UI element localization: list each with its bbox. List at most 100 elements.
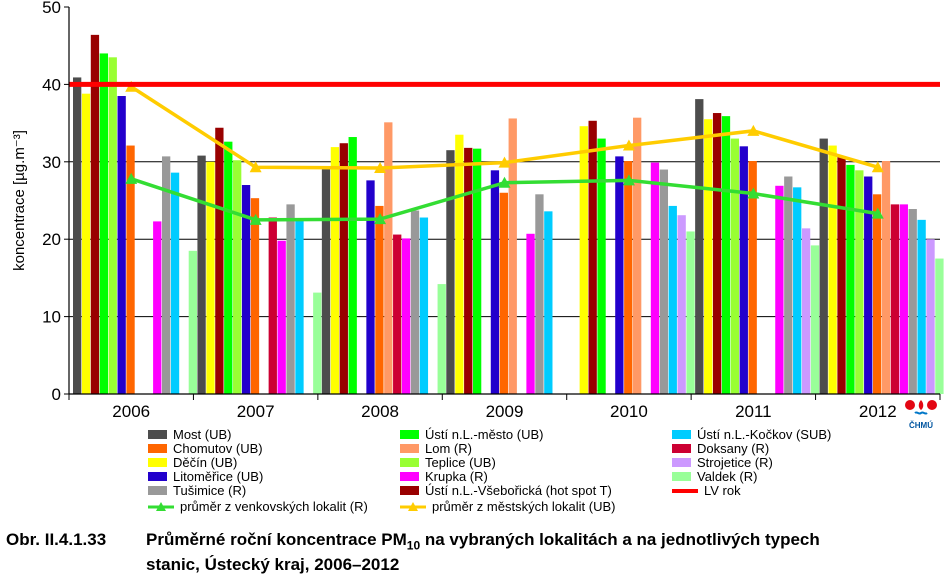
bar (935, 258, 944, 394)
x-tick-label: 2008 (361, 402, 399, 421)
bar (215, 127, 224, 394)
bar (384, 122, 393, 395)
bar (677, 215, 686, 394)
bar (748, 161, 757, 394)
y-tick-label: 10 (42, 308, 61, 327)
bar (615, 156, 624, 394)
series-marker (871, 207, 884, 219)
bar (579, 126, 588, 395)
bar (828, 145, 837, 394)
bar (730, 138, 740, 394)
bar (490, 170, 500, 394)
series-marker (498, 156, 511, 168)
bar (295, 219, 304, 394)
bar (455, 134, 464, 394)
bar (446, 150, 455, 394)
series-line (130, 85, 879, 170)
y-tick-label: 50 (42, 0, 61, 17)
bar (410, 210, 420, 394)
y-tick-label: 30 (42, 153, 61, 172)
bar (908, 209, 917, 394)
bar (170, 172, 180, 394)
series-marker (622, 139, 635, 151)
bar (499, 192, 508, 394)
series-marker (747, 124, 760, 136)
bar (321, 167, 331, 394)
bar (508, 118, 517, 395)
series-marker (249, 213, 262, 225)
bar (864, 176, 873, 394)
series-marker (747, 187, 760, 199)
y-tick-label: 0 (52, 385, 61, 404)
bar (633, 117, 642, 394)
bar (846, 164, 855, 394)
bar (890, 204, 900, 394)
bar (286, 204, 295, 394)
series-marker (374, 161, 387, 173)
series-marker (498, 176, 511, 188)
x-tick-label: 2007 (237, 402, 275, 421)
bar (872, 194, 882, 394)
series-marker (871, 161, 884, 173)
bar (81, 93, 91, 395)
figure-caption: Obr. II.4.1.33 Průměrné roční koncentrace… (6, 530, 820, 575)
bar (206, 161, 215, 394)
y-axis-label: koncentrace [µg.m⁻³] (11, 130, 28, 271)
bar (597, 138, 606, 394)
bar (99, 53, 108, 394)
bar (330, 147, 340, 394)
bar (188, 250, 197, 394)
bar (659, 169, 669, 394)
bar (393, 234, 402, 394)
series-marker (622, 174, 635, 186)
bar (686, 231, 695, 394)
bar (197, 155, 206, 394)
bar (801, 228, 811, 394)
bar (90, 34, 100, 394)
caption-text-3: stanic, Ústecký kraj, 2006–2012 (146, 555, 400, 575)
y-tick-label: 20 (42, 230, 61, 249)
bar (117, 96, 126, 394)
bar (624, 161, 633, 394)
bar (588, 120, 597, 394)
bar (775, 185, 784, 394)
bar (313, 292, 322, 394)
chart: 0 10 20 30 40 50 2006 2007 2008 2009 2010 2011 2012 k… (11, 0, 944, 421)
bar (437, 284, 446, 394)
caption-text-1: Průměrné roční koncentrace PM (146, 530, 407, 549)
chmu-logo: ČHMÚ (904, 398, 938, 432)
bar (464, 147, 473, 394)
series-marker (125, 172, 138, 184)
bar (73, 77, 82, 395)
y-tick-label: 40 (42, 75, 61, 94)
bar (712, 113, 722, 395)
bar (233, 160, 242, 394)
x-tick-label: 2010 (610, 402, 648, 421)
x-tick-label: 2009 (486, 402, 524, 421)
bar (784, 176, 793, 394)
bar (153, 221, 162, 394)
bar (544, 211, 553, 394)
bar (375, 205, 384, 394)
caption-text-2: na vybraných lokalitách a na jednotlivýc… (420, 530, 820, 549)
bar (819, 138, 828, 394)
bar (162, 156, 171, 394)
bar (837, 156, 846, 394)
svg-text:ČHMÚ: ČHMÚ (909, 421, 933, 430)
x-tick-label: 2012 (859, 402, 897, 421)
bar (739, 146, 748, 394)
bar (793, 187, 802, 394)
bar (339, 143, 348, 394)
bar (917, 219, 926, 394)
bar (224, 141, 233, 394)
bar (366, 180, 375, 394)
bar (926, 239, 935, 394)
bar (268, 217, 277, 394)
caption-number: Obr. II.4.1.33 (6, 530, 107, 549)
bar (348, 137, 357, 395)
bar (526, 233, 535, 394)
bar (721, 116, 731, 394)
bar (419, 217, 429, 394)
bar (855, 170, 864, 394)
bar (695, 99, 704, 394)
